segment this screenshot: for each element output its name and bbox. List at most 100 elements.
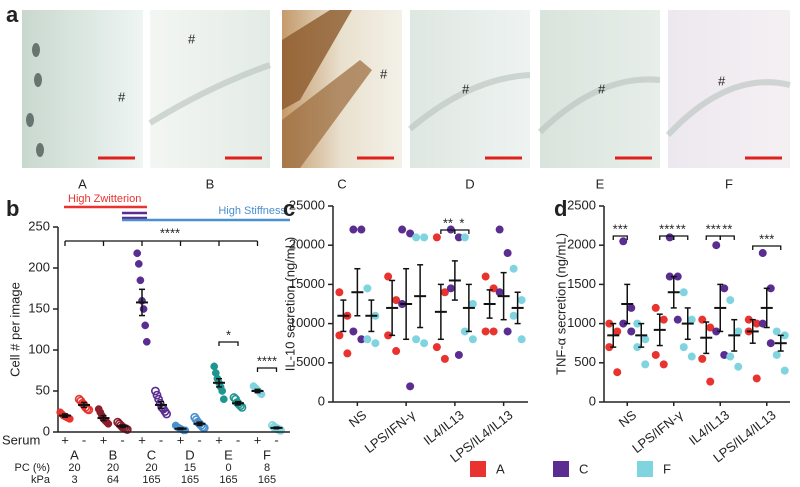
x-tick-label: + xyxy=(215,432,223,447)
data-point xyxy=(384,331,393,340)
data-point xyxy=(734,327,743,336)
tissue-fiber xyxy=(408,72,531,132)
data-point xyxy=(503,327,512,336)
data-point xyxy=(218,387,227,395)
pc-label: PC (%) xyxy=(15,462,50,474)
data-point xyxy=(142,337,151,346)
data-point xyxy=(633,343,642,352)
cell-nucleus xyxy=(36,143,44,157)
data-point xyxy=(406,229,415,238)
x-tick-label: - xyxy=(197,432,201,447)
pc-value: 20 xyxy=(68,462,80,474)
data-point xyxy=(481,327,490,336)
data-point xyxy=(406,382,415,391)
significance-bracket xyxy=(705,235,721,240)
y-tick-label: 250 xyxy=(28,218,50,233)
data-point xyxy=(412,233,421,242)
image-label: B xyxy=(206,176,215,191)
y-axis-label: TNF-α secretion (ng/mL) xyxy=(553,233,568,375)
data-point xyxy=(440,354,449,363)
kpa-value: 165 xyxy=(219,474,237,486)
data-point xyxy=(392,347,401,356)
image-label: F xyxy=(725,176,733,191)
y-tick-label: 5000 xyxy=(296,354,325,369)
x-tick-label: + xyxy=(100,432,108,447)
data-point xyxy=(495,288,504,297)
group-label: B xyxy=(109,447,118,462)
data-point xyxy=(349,327,358,336)
data-point xyxy=(679,343,688,352)
data-point xyxy=(517,335,526,344)
kpa-value: 165 xyxy=(181,474,199,486)
data-point xyxy=(720,284,729,293)
data-point xyxy=(641,360,650,369)
data-point xyxy=(136,276,145,285)
panel-label: c xyxy=(283,196,295,221)
image-mark: # xyxy=(598,81,606,96)
significance-bracket xyxy=(719,235,735,240)
data-point xyxy=(440,288,449,297)
significance-bracket xyxy=(752,245,782,250)
y-tick-label: 100 xyxy=(28,341,50,356)
data-point xyxy=(758,319,767,328)
data-point xyxy=(679,288,688,297)
data-point xyxy=(752,319,761,328)
x-tick-label: - xyxy=(274,432,278,447)
data-point xyxy=(766,284,775,293)
data-point xyxy=(619,237,628,246)
image-mark: # xyxy=(118,89,126,104)
data-point xyxy=(357,225,366,234)
y-tick-label: 2500 xyxy=(567,197,596,212)
data-point xyxy=(432,343,441,352)
significance-bracket xyxy=(454,229,470,234)
data-point xyxy=(651,303,660,312)
image-label: D xyxy=(465,176,474,191)
data-point xyxy=(398,225,407,234)
row-label: Serum xyxy=(2,432,40,447)
image-mark: # xyxy=(380,66,388,81)
data-point xyxy=(517,296,526,305)
x-tick-label: NS xyxy=(616,407,640,430)
y-tick-label: 1000 xyxy=(567,315,596,330)
y-axis-label: IL-10 secretion (ng/mL) xyxy=(282,237,297,371)
y-axis-label: Cell # per image xyxy=(7,282,22,377)
pc-value: 20 xyxy=(145,462,157,474)
x-tick-label: + xyxy=(177,432,185,447)
legend-label: C xyxy=(579,461,588,476)
tissue-fiber xyxy=(537,76,661,135)
y-tick-label: 0 xyxy=(43,423,50,438)
legend-swatch xyxy=(553,461,569,477)
data-point xyxy=(780,366,789,375)
data-point xyxy=(744,315,753,324)
data-point xyxy=(432,233,441,242)
panel-label: b xyxy=(6,196,19,221)
tissue-stain xyxy=(282,60,372,168)
data-point xyxy=(210,362,219,371)
data-point xyxy=(687,315,696,324)
data-point xyxy=(673,315,682,324)
data-point xyxy=(392,296,401,305)
data-point xyxy=(84,405,94,415)
data-point xyxy=(454,350,463,359)
data-point xyxy=(720,350,729,359)
data-point xyxy=(454,233,463,242)
significance-bracket xyxy=(612,235,628,240)
x-tick-label: NS xyxy=(346,407,370,430)
data-point xyxy=(141,321,150,330)
y-tick-label: 25000 xyxy=(289,197,325,212)
significance-label: *** xyxy=(659,221,674,236)
image-label: E xyxy=(596,176,605,191)
significance-label: ** xyxy=(722,221,732,236)
data-point xyxy=(605,343,614,352)
cell-nucleus xyxy=(34,73,42,87)
tissue-fiber xyxy=(665,79,791,138)
data-point xyxy=(162,409,171,419)
data-point xyxy=(152,390,162,400)
y-tick-label: 200 xyxy=(28,259,50,274)
data-point xyxy=(712,241,721,250)
data-point xyxy=(780,331,789,340)
data-point xyxy=(133,249,142,258)
group-label: A xyxy=(70,447,79,462)
data-point xyxy=(384,272,393,281)
